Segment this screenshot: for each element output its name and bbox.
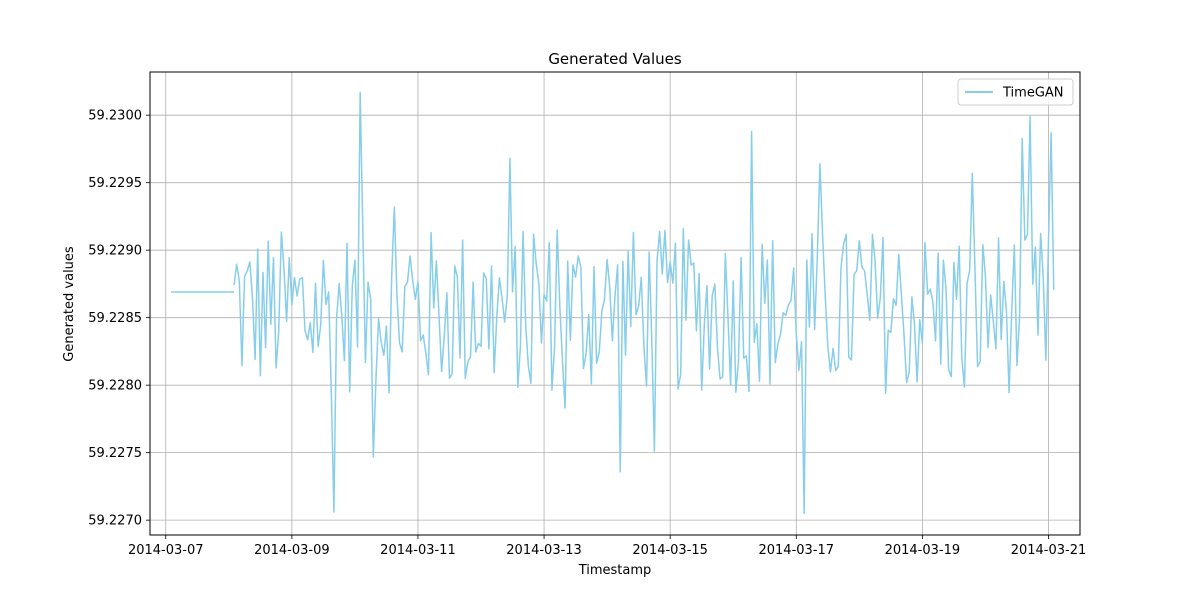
x-tick-label: 2014-03-13 — [506, 543, 582, 558]
chart-title: Generated Values — [548, 50, 682, 68]
y-tick-label: 59.2275 — [88, 446, 142, 461]
x-tick-label: 2014-03-09 — [254, 543, 330, 558]
x-tick-label: 2014-03-21 — [1011, 543, 1087, 558]
series-timegan-line — [233, 91, 1055, 515]
grid-lines — [150, 72, 1080, 535]
legend-label-timegan: TimeGAN — [1002, 86, 1064, 101]
x-axis-label: Timestamp — [578, 563, 652, 578]
legend-box — [957, 78, 1074, 106]
y-tick-label: 59.2300 — [88, 109, 142, 124]
x-tick-label: 2014-03-17 — [758, 543, 834, 558]
y-tick-label: 59.2280 — [88, 379, 142, 394]
y-tick-label: 59.2295 — [88, 176, 142, 191]
y-tick-label: 59.2270 — [88, 514, 142, 529]
x-tick-label: 2014-03-11 — [380, 543, 456, 558]
series-layer — [171, 91, 1055, 515]
y-axis-ticks: 59.2270 59.2275 59.2280 59.2285 59.2290 59.22… — [88, 109, 150, 529]
legend: TimeGAN — [957, 78, 1074, 106]
x-tick-label: 2014-03-15 — [632, 543, 708, 558]
x-axis-ticks: 2014-03-07 2014-03-09 2014-03-11 2014-03-13… — [128, 535, 1086, 558]
y-tick-label: 59.2285 — [88, 311, 142, 326]
plot-frame — [149, 71, 1081, 536]
x-tick-label: 2014-03-19 — [885, 543, 961, 558]
y-axis-label: Generated values — [62, 246, 77, 362]
x-tick-label: 2014-03-07 — [128, 543, 204, 558]
y-tick-label: 59.2290 — [88, 244, 142, 259]
